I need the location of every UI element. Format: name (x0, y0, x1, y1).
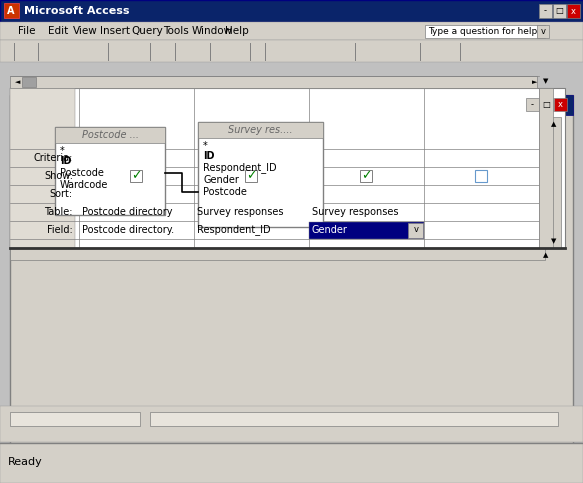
Bar (475, 170, 487, 182)
Text: ▲: ▲ (543, 252, 549, 258)
Text: ✓: ✓ (246, 170, 257, 183)
Bar (150, 412, 558, 426)
Text: Gender: Gender (203, 175, 239, 185)
Bar (539, 4, 552, 18)
Bar (360, 170, 372, 182)
Text: ►: ► (532, 79, 538, 85)
Text: v: v (413, 226, 419, 235)
Text: Postcode: Postcode (60, 168, 104, 178)
Text: Field:: Field: (47, 225, 73, 235)
Bar (10, 95, 573, 450)
Text: Respondent_ID: Respondent_ID (197, 225, 271, 235)
Text: Insert: Insert (100, 26, 130, 36)
Text: Query: Query (131, 26, 163, 36)
Bar (554, 98, 567, 111)
Bar (10, 88, 565, 248)
Bar (13, 98, 27, 111)
Text: □: □ (555, 6, 563, 15)
Bar (22, 77, 36, 87)
Text: A: A (7, 6, 15, 16)
Text: Survey responses: Survey responses (197, 207, 283, 217)
Bar (0, 0, 583, 22)
Text: ▼: ▼ (552, 238, 557, 244)
Text: Microsoft Access: Microsoft Access (24, 6, 129, 16)
Bar (198, 122, 323, 138)
Text: ID: ID (203, 151, 215, 161)
Bar (10, 76, 537, 88)
Bar (10, 88, 75, 248)
Text: Postcode ...: Postcode ... (82, 130, 139, 140)
Text: Window: Window (192, 26, 233, 36)
Text: Postcode: Postcode (203, 187, 247, 197)
Text: -: - (531, 100, 533, 109)
Text: -: - (543, 6, 546, 15)
Bar (245, 170, 257, 182)
Bar (567, 4, 580, 18)
Bar (425, 25, 545, 38)
Text: □: □ (542, 100, 550, 109)
Bar (55, 127, 165, 143)
Bar (0, 40, 583, 62)
Bar (10, 248, 545, 260)
Text: Postcode directory: Postcode directory (82, 207, 173, 217)
Bar (0, 406, 583, 442)
Text: Show:: Show: (44, 171, 73, 181)
Bar (537, 25, 549, 38)
Text: Wardcode: Wardcode (60, 180, 108, 190)
Bar (198, 122, 323, 227)
Bar (540, 98, 553, 111)
Bar (539, 88, 553, 248)
Bar (55, 127, 165, 215)
Bar (10, 95, 573, 115)
Text: ✓: ✓ (361, 170, 371, 183)
Text: Tools: Tools (163, 26, 189, 36)
Bar (130, 170, 142, 182)
Text: Respondent_ID: Respondent_ID (203, 163, 276, 173)
Bar (309, 222, 424, 239)
Text: Sort:: Sort: (50, 189, 73, 199)
Bar (0, 443, 583, 483)
Text: Help: Help (225, 26, 249, 36)
Text: ▼: ▼ (543, 78, 549, 84)
Text: *: * (60, 146, 65, 156)
Text: Ready: Ready (8, 457, 43, 467)
Text: ID: ID (60, 156, 72, 166)
Text: ◄: ◄ (15, 79, 20, 85)
Text: ✓: ✓ (131, 170, 141, 183)
Text: Type a question for help: Type a question for help (428, 27, 538, 36)
Bar (408, 223, 423, 238)
Text: View: View (73, 26, 98, 36)
Text: x: x (557, 100, 563, 109)
Text: Table:: Table: (44, 207, 73, 217)
Text: ▲: ▲ (552, 121, 557, 127)
Text: Criteria:: Criteria: (34, 153, 73, 163)
Text: Edit: Edit (48, 26, 68, 36)
Text: Postcode directory.: Postcode directory. (82, 225, 174, 235)
Bar (4, 3, 19, 18)
Text: v: v (540, 27, 546, 36)
Text: *: * (203, 141, 208, 151)
Text: Query1 : Select Query: Query1 : Select Query (20, 100, 157, 110)
Text: x: x (571, 6, 575, 15)
Bar (526, 98, 539, 111)
Text: Gender: Gender (312, 225, 348, 235)
Text: or:: or: (60, 135, 73, 145)
Text: File: File (18, 26, 36, 36)
Bar (0, 22, 583, 40)
Text: Survey res....: Survey res.... (228, 125, 293, 135)
Bar (547, 117, 561, 248)
Bar (10, 117, 559, 248)
Bar (553, 4, 566, 18)
Text: Survey responses: Survey responses (312, 207, 399, 217)
Bar (10, 412, 140, 426)
